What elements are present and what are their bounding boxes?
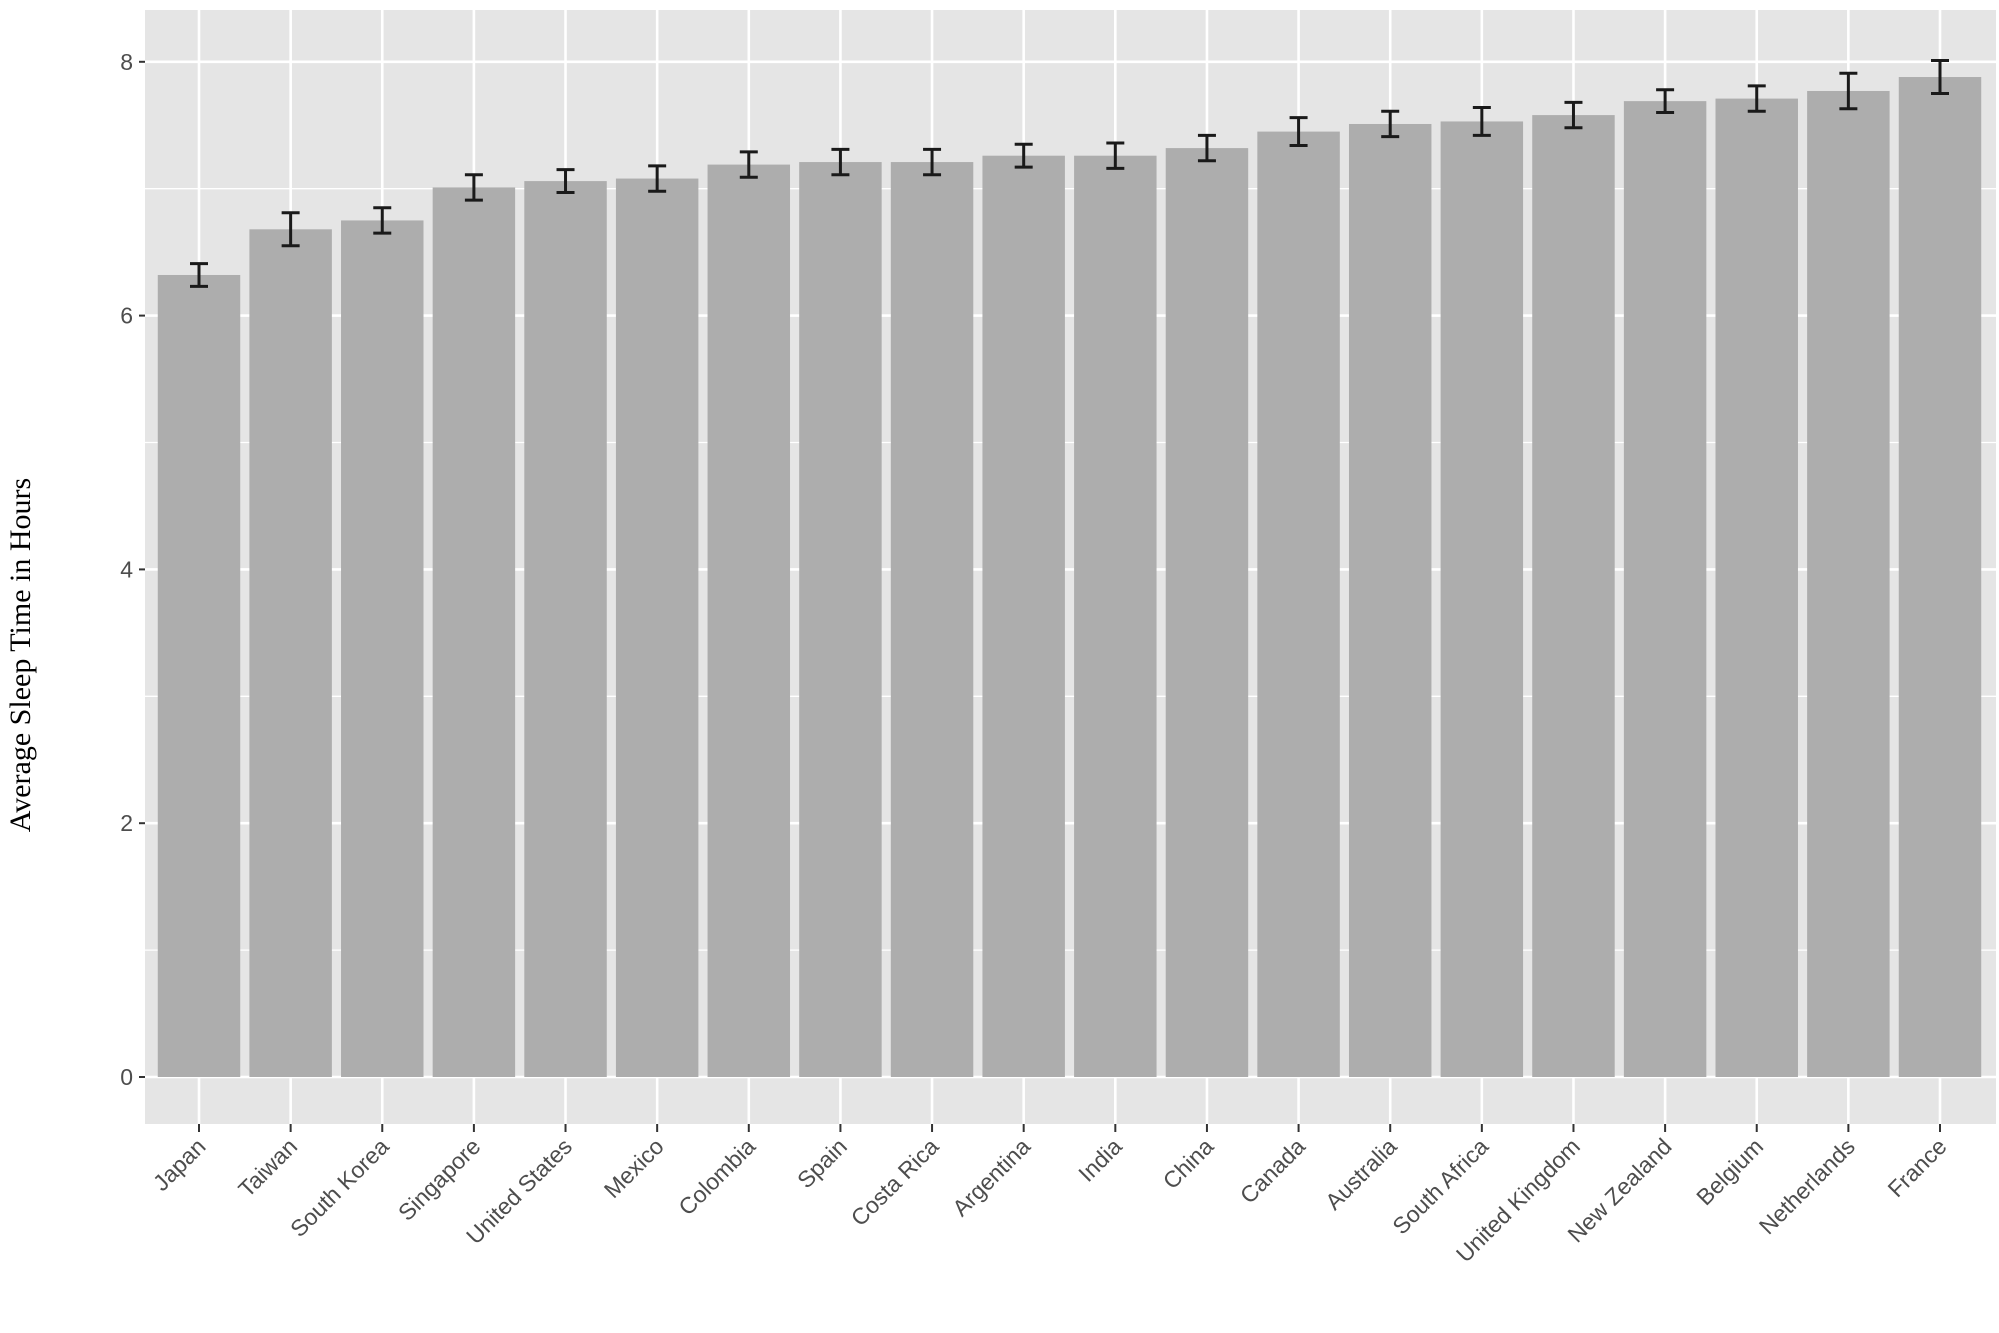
x-tick-label: Canada (1235, 1133, 1311, 1209)
error-bar (373, 206, 392, 235)
bar-colombia (707, 164, 791, 1078)
bar-france (1898, 77, 1982, 1077)
bar-singapore (432, 187, 516, 1077)
error-bar (1289, 116, 1308, 148)
bar-spain (799, 162, 882, 1077)
y-tick-label: 6 (120, 303, 133, 329)
error-bar (1106, 141, 1125, 170)
x-tick-label: China (1158, 1133, 1219, 1194)
bar-china (1165, 148, 1249, 1078)
bar-australia (1348, 123, 1432, 1077)
x-tick-label: South Korea (285, 1133, 394, 1242)
error-bar (190, 262, 208, 288)
error-bar (556, 168, 575, 195)
bar-canada (1257, 131, 1340, 1078)
error-bar (1381, 109, 1400, 139)
bars (157, 77, 1982, 1078)
x-tick-label: Australia (1320, 1133, 1402, 1215)
y-tick-label: 4 (120, 556, 133, 582)
x-tick-label: Belgium (1691, 1133, 1768, 1210)
y-axis-title: Average Sleep Time in Hours (4, 478, 37, 832)
bar-south-korea (341, 220, 424, 1078)
x-tick-label: Costa Rica (846, 1133, 944, 1231)
bar-japan (157, 274, 241, 1077)
y-tick-label: 0 (120, 1064, 133, 1090)
y-axis: 0 2 4 6 8 (120, 49, 145, 1090)
bar-new-zealand (1623, 101, 1707, 1078)
error-bar (1197, 133, 1216, 163)
x-tick-label: Spain (792, 1133, 852, 1193)
error-bar (464, 173, 483, 202)
error-bar (1931, 59, 1949, 96)
bar-mexico (615, 178, 699, 1078)
x-tick-label: Japan (148, 1133, 211, 1196)
x-tick-label: India (1073, 1133, 1127, 1187)
error-bar (648, 164, 667, 193)
x-tick-label: Colombia (673, 1133, 760, 1220)
error-bar (739, 150, 758, 179)
y-tick-label: 2 (120, 810, 133, 836)
error-bar (281, 211, 300, 248)
error-bar (1656, 88, 1675, 115)
bar-netherlands (1807, 90, 1890, 1077)
x-tick-label: Mexico (599, 1133, 669, 1203)
bar-costa-rica (890, 162, 974, 1077)
x-tick-label: Argentina (947, 1133, 1035, 1221)
error-bar (1014, 142, 1033, 169)
bar-united-states (524, 181, 607, 1077)
error-bar (1472, 105, 1491, 137)
x-tick-label: France (1883, 1133, 1952, 1202)
x-tick-label: Taiwan (233, 1133, 302, 1202)
bar-belgium (1715, 98, 1798, 1077)
y-tick-label: 8 (120, 49, 133, 75)
error-bar (1839, 71, 1858, 111)
error-bar (831, 147, 850, 177)
bar-united-kingdom (1532, 115, 1615, 1077)
bar-south-africa (1440, 121, 1524, 1078)
error-bars (190, 59, 1949, 288)
error-bar (1564, 100, 1583, 130)
bar-india (1074, 155, 1157, 1077)
bar-argentina (982, 155, 1065, 1077)
x-tick-label: Netherlands (1754, 1133, 1860, 1239)
bar-taiwan (249, 229, 332, 1078)
error-bar (923, 147, 942, 177)
error-bar (1747, 84, 1766, 113)
x-tick-label: Singapore (393, 1133, 486, 1226)
